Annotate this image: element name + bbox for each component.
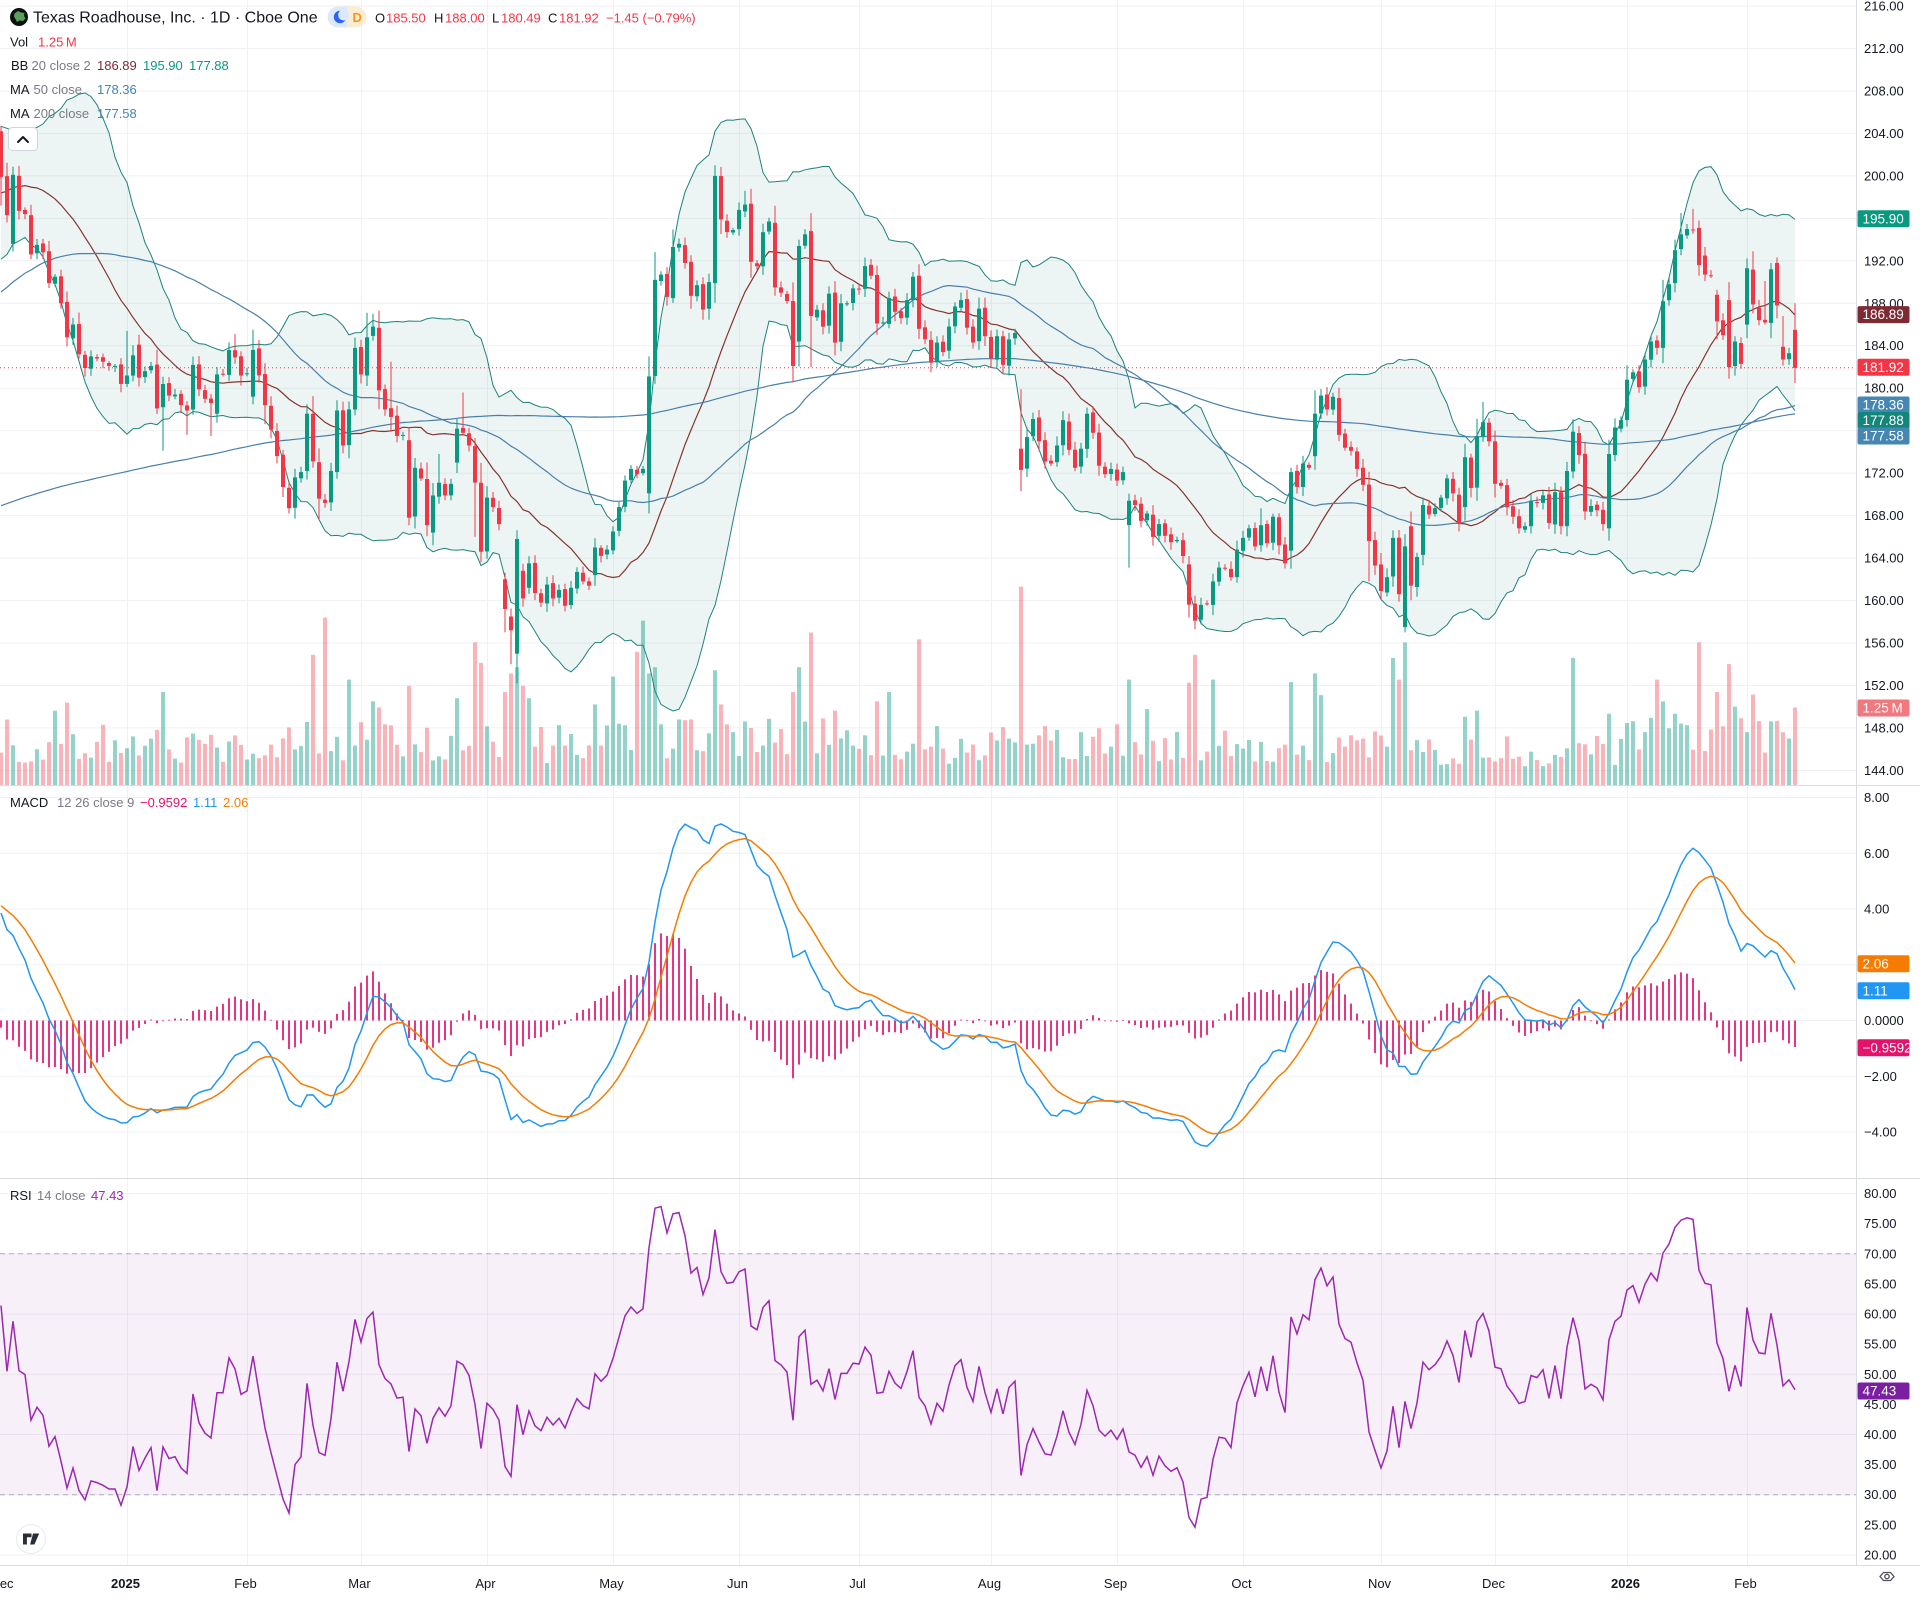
svg-text:MACD: MACD [10,795,48,810]
svg-text:25.00: 25.00 [1864,1517,1897,1532]
svg-text:1.11: 1.11 [193,795,217,810]
svg-text:O: O [375,11,385,26]
svg-text:216.00: 216.00 [1864,0,1904,14]
svg-text:May: May [599,1576,624,1591]
svg-text:Feb: Feb [234,1576,256,1591]
svg-text:L: L [492,11,499,26]
svg-text:Texas Roadhouse, Inc. · 1D · C: Texas Roadhouse, Inc. · 1D · Cboe One [33,10,318,27]
svg-text:80.00: 80.00 [1864,1186,1897,1201]
svg-text:35.00: 35.00 [1864,1457,1897,1472]
svg-text:180.00: 180.00 [1864,381,1904,396]
svg-text:Jul: Jul [849,1576,866,1591]
svg-text:2.06: 2.06 [223,795,248,810]
svg-text:MA: MA [10,82,30,97]
svg-text:168.00: 168.00 [1864,508,1904,523]
svg-text:181.92: 181.92 [559,11,599,26]
svg-text:188.00: 188.00 [445,11,485,26]
svg-text:Mar: Mar [348,1576,371,1591]
svg-text:1.25 M: 1.25 M [38,35,77,50]
svg-text:212.00: 212.00 [1864,41,1904,56]
svg-text:RSI: RSI [10,1188,32,1203]
svg-text:−1.45 (−0.79%): −1.45 (−0.79%) [606,11,696,26]
svg-text:D: D [353,10,362,25]
svg-text:Sep: Sep [1104,1576,1127,1591]
svg-text:186.89: 186.89 [1863,307,1904,322]
svg-text:172.00: 172.00 [1864,466,1904,481]
svg-text:40.00: 40.00 [1864,1427,1897,1442]
svg-text:−4.00: −4.00 [1864,1125,1897,1140]
svg-text:208.00: 208.00 [1864,84,1904,99]
svg-text:50.00: 50.00 [1864,1367,1897,1382]
svg-text:45.00: 45.00 [1864,1397,1897,1412]
svg-text:H: H [434,11,443,26]
svg-text:Jun: Jun [727,1576,748,1591]
svg-text:1.25 M: 1.25 M [1863,701,1903,716]
svg-text:20.00: 20.00 [1864,1548,1897,1563]
svg-text:47.43: 47.43 [91,1188,124,1203]
svg-text:177.88: 177.88 [1863,413,1904,428]
svg-text:65.00: 65.00 [1864,1276,1897,1291]
svg-text:181.92: 181.92 [1863,360,1904,375]
svg-text:180.49: 180.49 [501,11,541,26]
svg-text:177.58: 177.58 [1863,429,1904,444]
svg-text:200.00: 200.00 [1864,168,1904,183]
svg-text:192.00: 192.00 [1864,253,1904,268]
svg-text:2025: 2025 [111,1576,140,1591]
svg-text:177.88: 177.88 [189,58,229,73]
svg-text:195.90: 195.90 [143,58,183,73]
svg-text:8.00: 8.00 [1864,790,1889,805]
svg-text:55.00: 55.00 [1864,1337,1897,1352]
svg-text:Dec: Dec [1482,1576,1506,1591]
svg-text:177.58: 177.58 [97,106,137,121]
svg-text:178.36: 178.36 [97,82,137,97]
svg-text:200 close: 200 close [34,106,90,121]
svg-text:C: C [548,11,557,26]
svg-text:MA: MA [10,106,30,121]
svg-text:Vol: Vol [10,35,28,50]
svg-text:12 26 close 9: 12 26 close 9 [57,795,134,810]
svg-text:195.90: 195.90 [1863,211,1904,226]
svg-text:47.43: 47.43 [1863,1384,1897,1399]
svg-text:6.00: 6.00 [1864,846,1889,861]
svg-text:−0.9592: −0.9592 [1863,1040,1912,1055]
svg-text:Aug: Aug [978,1576,1001,1591]
svg-text:60.00: 60.00 [1864,1307,1897,1322]
svg-text:0.0000: 0.0000 [1864,1013,1904,1028]
svg-text:1.11: 1.11 [1863,983,1888,998]
svg-text:30.00: 30.00 [1864,1487,1897,1502]
svg-text:204.00: 204.00 [1864,126,1904,141]
svg-text:BB: BB [11,58,28,73]
svg-text:Dec: Dec [0,1576,14,1591]
svg-text:Oct: Oct [1231,1576,1252,1591]
svg-text:185.50: 185.50 [386,11,426,26]
svg-text:160.00: 160.00 [1864,593,1904,608]
svg-text:−2.00: −2.00 [1864,1069,1897,1084]
svg-text:2.06: 2.06 [1863,956,1889,971]
svg-text:2026: 2026 [1611,1576,1640,1591]
svg-text:50 close: 50 close [34,82,82,97]
svg-text:75.00: 75.00 [1864,1216,1897,1231]
svg-text:14 close: 14 close [37,1188,85,1203]
svg-text:144.00: 144.00 [1864,763,1904,778]
svg-text:Apr: Apr [475,1576,496,1591]
svg-text:152.00: 152.00 [1864,678,1904,693]
svg-text:Nov: Nov [1368,1576,1392,1591]
svg-text:70.00: 70.00 [1864,1246,1897,1261]
svg-text:178.36: 178.36 [1863,398,1904,413]
svg-text:184.00: 184.00 [1864,338,1904,353]
svg-text:186.89: 186.89 [97,58,137,73]
svg-text:4.00: 4.00 [1864,902,1889,917]
svg-text:20 close 2: 20 close 2 [32,58,91,73]
svg-text:−0.9592: −0.9592 [140,795,187,810]
svg-text:148.00: 148.00 [1864,720,1904,735]
svg-text:Feb: Feb [1734,1576,1756,1591]
svg-text:156.00: 156.00 [1864,636,1904,651]
svg-text:164.00: 164.00 [1864,551,1904,566]
